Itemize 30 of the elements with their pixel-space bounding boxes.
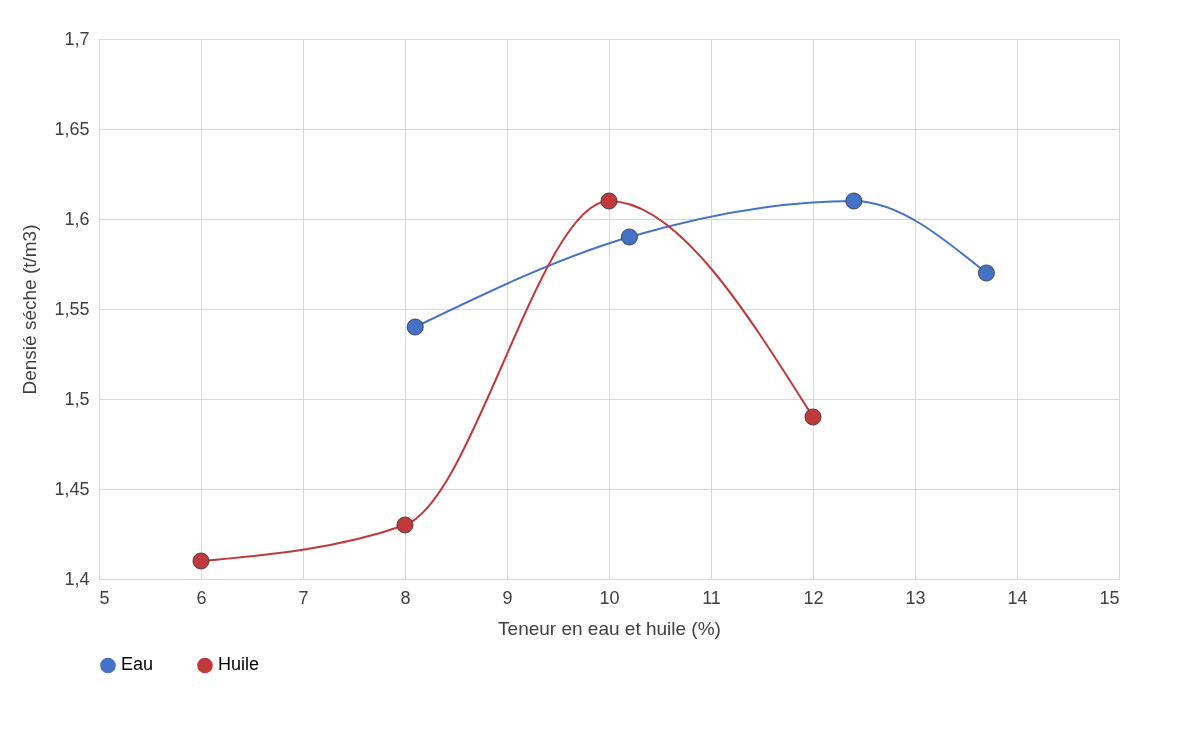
x-tick-label: 15 xyxy=(1099,587,1120,608)
y-tick-label: 1,55 xyxy=(54,298,90,319)
y-tick-label: 1,6 xyxy=(64,208,90,229)
x-axis-title: Teneur en eau et huile (%) xyxy=(498,617,721,639)
x-tick-label: 14 xyxy=(1007,587,1028,608)
point xyxy=(406,318,424,336)
legend-label: Eau xyxy=(121,654,154,675)
x-tick-label: 6 xyxy=(196,587,207,608)
point xyxy=(620,228,638,246)
y-tick-label: 1,7 xyxy=(64,28,90,49)
y-axis-title: Densié séche (t/m3) xyxy=(19,224,41,395)
x-tick-label: 7 xyxy=(298,587,309,608)
x-tick-label: 12 xyxy=(803,587,824,608)
y-tick-label: 1,5 xyxy=(64,388,90,409)
x-tick-label: 13 xyxy=(905,587,926,608)
point xyxy=(192,552,210,570)
y-tick-label: 1,4 xyxy=(64,568,90,589)
x-tick-label: 9 xyxy=(502,587,513,608)
x-tick-label: 8 xyxy=(400,587,411,608)
point xyxy=(977,264,995,282)
y-tick-label: 1,65 xyxy=(54,118,90,139)
y-tick-label: 1,45 xyxy=(54,478,90,499)
legend-label: Huile xyxy=(218,654,260,675)
x-tick-label: 10 xyxy=(599,587,620,608)
point xyxy=(396,516,414,534)
x-tick-label: 5 xyxy=(99,587,110,608)
point xyxy=(600,192,618,210)
point xyxy=(804,408,822,426)
point xyxy=(845,192,863,210)
x-tick-label: 11 xyxy=(702,587,721,608)
